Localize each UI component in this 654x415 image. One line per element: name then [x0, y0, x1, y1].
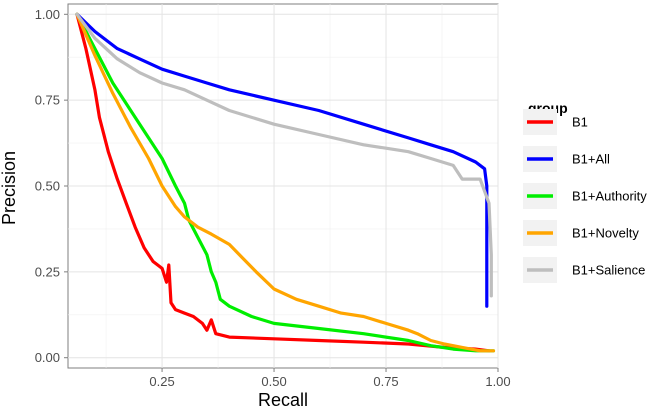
legend-label: B1+Authority: [572, 189, 647, 204]
legend-label: B1+Salience: [572, 263, 645, 278]
y-tick-label: 0.25: [35, 264, 60, 279]
series-line-b1-authority: [75, 12, 496, 353]
axes: 0.25 0.50 0.75 1.00 0.00 0.25 0.50 0.75 1.00: [35, 7, 511, 389]
x-tick-label: 0.75: [373, 374, 398, 389]
x-axis-title: Recall: [258, 390, 308, 410]
legend-label: B1+Novelty: [572, 226, 639, 241]
y-tick-label: 0.50: [35, 179, 60, 194]
legend-label: B1+All: [572, 152, 610, 167]
legend-item: B1+Salience: [523, 257, 645, 283]
x-tick-label: 0.50: [261, 374, 286, 389]
legend-items: B1 B1+All B1+Authority B1+Novelty B1+Salienc…: [523, 109, 647, 283]
series-line-b1-novelty: [75, 12, 496, 353]
legend-label: B1: [572, 115, 588, 130]
x-tick-label: 0.25: [149, 374, 174, 389]
legend-item: B1: [523, 109, 588, 135]
series-line-b1-salience: [75, 12, 493, 298]
legend-item: B1+All: [523, 146, 610, 172]
x-tick-label: 1.00: [485, 374, 510, 389]
series-line-b1: [75, 12, 491, 353]
y-axis-title: Precision: [0, 151, 19, 225]
legend-item: B1+Novelty: [523, 220, 639, 246]
series-lines: [75, 12, 496, 353]
series-line-b1-all: [75, 12, 489, 308]
legend: group B1B1+AllB1+AuthorityB1+NoveltyB1+S…: [523, 100, 647, 283]
y-tick-label: 1.00: [35, 7, 60, 22]
y-tick-label: 0.75: [35, 93, 60, 108]
y-tick-label: 0.00: [35, 350, 60, 365]
legend-item: B1+Authority: [523, 183, 647, 209]
